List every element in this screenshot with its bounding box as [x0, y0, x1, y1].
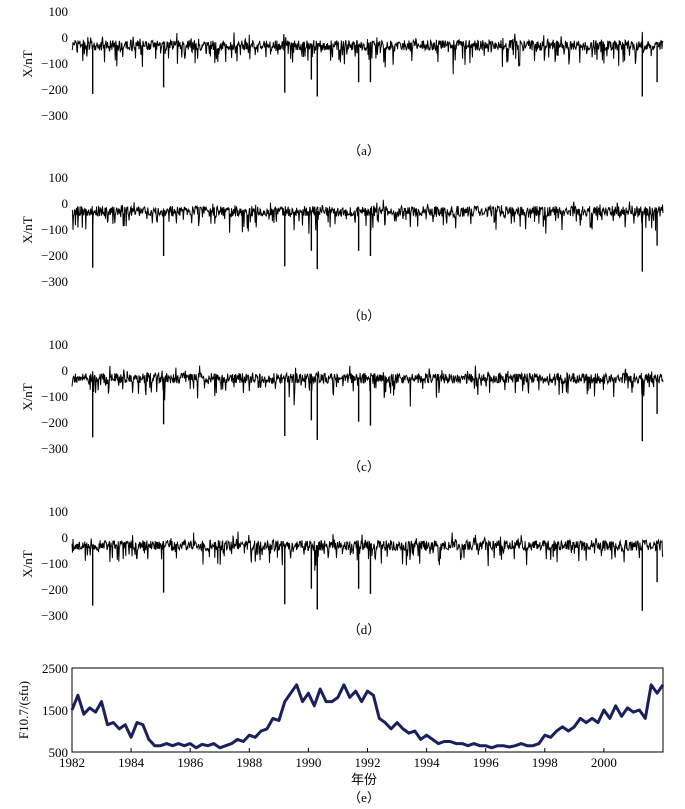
ylabel-e: F10.7/(sfu): [16, 681, 31, 739]
xtick-label-1984: 1984: [118, 755, 145, 770]
xtick-label-1996: 1996: [473, 755, 500, 770]
ylabel-b: X/nT: [20, 216, 35, 244]
ytick-d-100: 100: [49, 504, 69, 519]
ytick-b-m300: −300: [41, 274, 68, 289]
yticks-e: 2500 1500 500: [42, 661, 68, 760]
xtick-label-1990: 1990: [295, 755, 321, 770]
plot-area-c: [72, 345, 663, 449]
yticks-c: 100 0 −100 −200 −300: [41, 337, 68, 456]
xtick-label-1994: 1994: [414, 755, 441, 770]
ylabel-d: X/nT: [20, 550, 35, 578]
ytick-a-m200: −200: [41, 82, 68, 97]
ytick-a-m300: −300: [41, 108, 68, 123]
panel-a: 100 0 −100 −200 −300 X/nT （a）: [20, 4, 664, 158]
panel-b: 100 0 −100 −200 −300 X/nT （b）: [20, 170, 664, 323]
caption-a: （a）: [348, 143, 380, 158]
ytick-b-100: 100: [49, 170, 69, 185]
yticks-b: 100 0 −100 −200 −300: [41, 170, 68, 289]
ytick-a-0: 0: [62, 30, 69, 45]
caption-b: （b）: [348, 308, 381, 323]
ytick-b-m200: −200: [41, 248, 68, 263]
plot-area-b: [72, 178, 663, 282]
xlabel-e: 年份: [351, 773, 377, 788]
series-c: [71, 365, 664, 442]
series-line-e: [70, 683, 665, 750]
series-line-d: [71, 531, 664, 571]
ytick-b-m100: −100: [41, 222, 68, 237]
plot-area-e: [71, 667, 664, 753]
ytick-d-m200: −200: [41, 582, 68, 597]
ytick-e-500: 500: [49, 745, 69, 760]
plot-area-a: [72, 12, 663, 116]
ylabel-a: X/nT: [20, 50, 35, 78]
ytick-c-m100: −100: [41, 389, 68, 404]
ytick-c-m200: −200: [41, 415, 68, 430]
panel-c: 100 0 −100 −200 −300 X/nT （c）: [20, 337, 664, 474]
ytick-c-m300: −300: [41, 441, 68, 456]
yticks-a: 100 0 −100 −200 −300: [41, 4, 68, 123]
ytick-d-m300: −300: [41, 608, 68, 623]
series-a: [71, 31, 664, 97]
series-line-a: [71, 31, 664, 75]
ytick-a-100: 100: [49, 4, 69, 19]
ytick-e-1500: 1500: [42, 703, 68, 718]
ytick-c-100: 100: [49, 337, 69, 352]
series-e: [70, 683, 665, 750]
xticks-e: 1982 1984 1986 1988 1990 1992 1994 1996 1998 2000: [59, 748, 617, 770]
panel-e: 2500 1500 500 F10.7/(sfu) 1982 1984 1986 19…: [16, 661, 665, 805]
ylabel-c: X/nT: [20, 383, 35, 411]
yticks-d: 100 0 −100 −200 −300: [41, 504, 68, 623]
xtick-label-1986: 1986: [177, 755, 204, 770]
xtick-label-1982: 1982: [59, 755, 85, 770]
caption-d: （d）: [348, 622, 381, 637]
ytick-d-m100: −100: [41, 556, 68, 571]
ytick-d-0: 0: [62, 530, 69, 545]
ytick-a-m100: −100: [41, 56, 68, 71]
xtick-label-2000: 2000: [591, 755, 617, 770]
series-line-c: [71, 365, 664, 407]
caption-c: （c）: [348, 459, 380, 474]
series-b: [71, 199, 664, 272]
xtick-label-1992: 1992: [355, 755, 381, 770]
series-d: [71, 531, 664, 611]
ytick-e-2500: 2500: [42, 661, 68, 676]
caption-e: （e）: [348, 790, 380, 805]
plot-area-d: [72, 512, 663, 616]
xtick-label-1988: 1988: [236, 755, 262, 770]
xtick-label-1998: 1998: [532, 755, 558, 770]
panel-d: 100 0 −100 −200 −300 X/nT （d）: [20, 504, 664, 637]
ytick-c-0: 0: [62, 363, 69, 378]
ytick-b-0: 0: [62, 196, 69, 211]
series-line-b: [71, 199, 664, 234]
